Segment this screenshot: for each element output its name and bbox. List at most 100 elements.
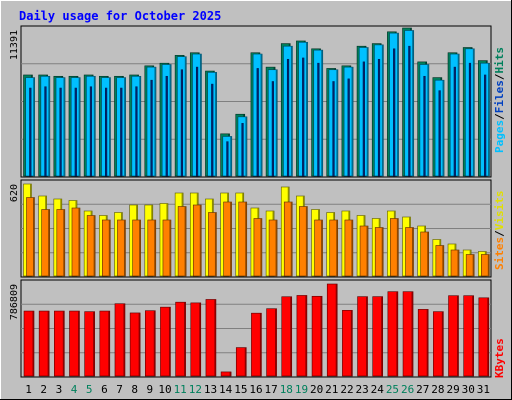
bar-pages-day-14 — [226, 141, 229, 177]
bar-pages-day-10 — [165, 75, 168, 177]
bar-sites-day-22 — [344, 219, 354, 277]
bar-kbytes-day-1 — [23, 310, 35, 377]
bar-pages-day-11 — [180, 69, 184, 177]
bar-kbytes-day-14 — [220, 371, 232, 377]
bar-sites-day-11 — [177, 206, 187, 277]
bar-pages-day-18 — [286, 58, 290, 177]
bar-kbytes-day-29 — [448, 295, 459, 377]
bar-kbytes-day-3 — [54, 310, 65, 377]
bar-sites-day-13 — [208, 212, 217, 277]
x-day-label: 16 — [249, 383, 262, 396]
bar-pages-day-12 — [195, 66, 199, 177]
bar-pages-day-13 — [211, 83, 214, 177]
x-day-label: 31 — [477, 383, 490, 396]
bar-kbytes-day-21 — [326, 283, 338, 377]
bar-kbytes-day-28 — [433, 311, 444, 377]
x-day-label: 24 — [371, 383, 385, 396]
bar-pages-day-7 — [120, 87, 123, 177]
legend-sites: Sites — [493, 237, 506, 270]
bar-sites-day-14 — [223, 201, 232, 277]
bar-kbytes-day-12 — [190, 302, 202, 377]
bar-pages-day-9 — [150, 79, 153, 177]
x-day-label: 7 — [116, 383, 123, 396]
bar-pages-day-4 — [74, 87, 77, 177]
bar-sites-day-27 — [420, 231, 429, 277]
bar-sites-day-10 — [162, 219, 172, 277]
bar-pages-day-5 — [89, 86, 93, 177]
bar-kbytes-day-13 — [205, 299, 217, 377]
legend-bottom: KBytes — [493, 338, 506, 378]
bar-kbytes-day-10 — [160, 306, 171, 377]
x-day-label: 29 — [446, 383, 459, 396]
x-day-label: 19 — [295, 383, 308, 396]
legend-visits: Visits — [493, 191, 506, 231]
bar-sites-day-19 — [299, 206, 308, 277]
bar-kbytes-day-5 — [84, 311, 95, 377]
x-day-label: 5 — [86, 383, 93, 396]
bar-pages-day-23 — [362, 61, 365, 177]
bar-pages-day-24 — [377, 58, 381, 177]
bar-pages-day-25 — [393, 48, 396, 177]
x-day-label: 4 — [71, 383, 78, 396]
bar-kbytes-day-9 — [144, 310, 156, 377]
x-day-label: 15 — [234, 383, 247, 396]
bar-kbytes-day-16 — [251, 312, 262, 377]
bar-kbytes-day-23 — [357, 296, 368, 377]
bar-pages-day-20 — [317, 62, 320, 177]
chart-title: Daily usage for October 2025 — [19, 9, 221, 23]
legend-kbytes: KBytes — [493, 338, 506, 378]
legend-middle: Sites/Visits — [493, 191, 506, 271]
svg-text:Pages/Files/Hits: Pages/Files/Hits — [493, 47, 506, 153]
legend-sep-1: / — [493, 113, 506, 120]
bar-pages-day-31 — [484, 74, 487, 177]
bar-pages-day-26 — [408, 45, 411, 177]
bar-pages-day-21 — [332, 81, 335, 177]
bar-sites-day-5 — [86, 215, 96, 277]
legend-hits: Hits — [493, 47, 506, 74]
y-tick-label: 620 — [9, 184, 20, 202]
bar-kbytes-day-7 — [114, 303, 126, 377]
bar-pages-day-6 — [105, 87, 108, 177]
bar-sites-day-7 — [117, 219, 126, 277]
y-tick-label: 11391 — [9, 30, 20, 60]
x-day-label: 8 — [131, 383, 138, 396]
bar-sites-day-29 — [450, 249, 460, 277]
x-day-label: 20 — [310, 383, 323, 396]
bar-sites-day-4 — [71, 207, 81, 277]
bar-pages-day-27 — [423, 75, 426, 177]
bar-kbytes-day-4 — [69, 310, 80, 377]
bar-kbytes-day-8 — [129, 312, 141, 377]
x-day-label: 6 — [101, 383, 108, 396]
bar-sites-day-31 — [481, 254, 490, 277]
bar-pages-day-8 — [135, 86, 138, 177]
bar-sites-day-6 — [102, 219, 111, 277]
x-day-label: 10 — [158, 383, 171, 396]
x-day-label: 30 — [462, 383, 475, 396]
bar-sites-day-2 — [41, 209, 50, 277]
bar-kbytes-day-15 — [235, 347, 247, 377]
bar-sites-day-26 — [405, 227, 414, 277]
bar-sites-day-12 — [192, 204, 202, 277]
bar-pages-day-3 — [59, 87, 62, 177]
bar-pages-day-19 — [302, 57, 305, 177]
bar-sites-day-23 — [359, 225, 369, 277]
bar-kbytes-day-30 — [463, 295, 474, 377]
x-day-label: 23 — [356, 383, 369, 396]
bar-pages-day-22 — [347, 78, 350, 177]
x-day-label: 3 — [56, 383, 63, 396]
bar-pages-day-30 — [468, 62, 472, 177]
y-tick-label: 786809 — [9, 284, 20, 320]
bar-pages-day-1 — [29, 87, 32, 177]
x-day-label: 2 — [40, 383, 47, 396]
bar-sites-day-20 — [314, 219, 323, 277]
bar-kbytes-day-6 — [99, 310, 111, 377]
bar-pages-day-28 — [438, 90, 441, 177]
x-day-label: 12 — [189, 383, 202, 396]
bar-sites-day-3 — [56, 209, 66, 277]
bar-kbytes-day-18 — [281, 296, 293, 377]
bar-pages-day-16 — [256, 68, 259, 177]
bar-kbytes-day-19 — [296, 295, 308, 377]
bar-kbytes-day-25 — [387, 291, 399, 377]
bar-sites-day-17 — [268, 219, 278, 277]
